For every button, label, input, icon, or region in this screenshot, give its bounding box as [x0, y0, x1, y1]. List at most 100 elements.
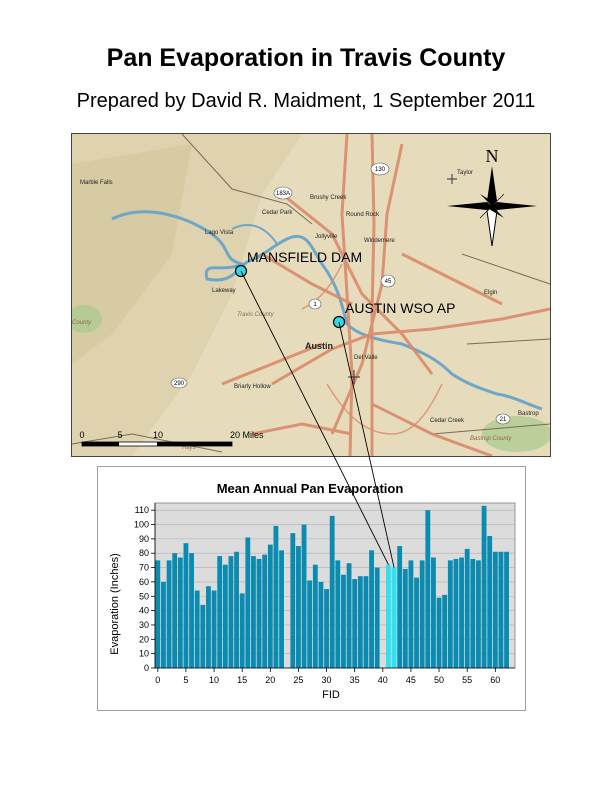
- y-tick-label: 30: [139, 620, 149, 630]
- bar: [172, 553, 178, 668]
- y-tick-label: 40: [139, 606, 149, 616]
- bar: [476, 560, 481, 668]
- y-tick-label: 50: [139, 591, 149, 601]
- place-label: Bastrop County: [470, 436, 512, 442]
- y-tick-label: 90: [139, 534, 149, 544]
- bar: [273, 525, 279, 668]
- x-tick-label: 5: [183, 675, 188, 685]
- bar: [239, 593, 245, 668]
- place-label: Bastrop: [518, 411, 539, 417]
- scale-label: 0: [79, 430, 84, 440]
- y-tick-label: 80: [139, 548, 149, 558]
- place-label: Elgin: [484, 290, 497, 296]
- page-subtitle: Prepared by David R. Maidment, 1 Septemb…: [76, 90, 536, 112]
- bar: [369, 550, 374, 668]
- bar: [183, 543, 189, 668]
- place-label: Round Rock: [346, 212, 380, 218]
- place-label: Taylor: [457, 170, 473, 176]
- chart-canvas: Mean Annual Pan Evaporation Evaporation …: [109, 481, 516, 701]
- scale-label: 5: [117, 430, 122, 440]
- place-label: Windemere: [364, 238, 395, 244]
- x-tick-label: 50: [434, 675, 444, 685]
- highway-shield-183a: 183A: [276, 191, 290, 197]
- bar: [391, 567, 397, 668]
- bar: [487, 536, 493, 668]
- map-canvas: 130 183A 45 1 290 21 Marble Falls Lago V…: [72, 134, 550, 456]
- bar: [481, 505, 487, 668]
- bar: [335, 560, 341, 668]
- place-label: Brushy Creek: [310, 195, 347, 201]
- x-tick-label: 35: [350, 675, 360, 685]
- bar: [363, 576, 369, 668]
- bar: [436, 597, 442, 668]
- bar: [374, 567, 380, 668]
- bar: [408, 560, 414, 668]
- bar: [397, 546, 403, 668]
- evaporation-chart: Mean Annual Pan Evaporation Evaporation …: [97, 466, 526, 711]
- place-label: Cedar Park: [262, 210, 293, 216]
- y-tick-label: 0: [144, 663, 149, 673]
- bar: [262, 554, 268, 668]
- y-tick-label: 20: [139, 634, 149, 644]
- y-tick-label: 110: [135, 505, 149, 515]
- x-tick-label: 40: [378, 675, 388, 685]
- x-tick-label: 20: [265, 675, 275, 685]
- chart-title: Mean Annual Pan Evaporation: [217, 481, 404, 496]
- x-tick-label: 10: [209, 675, 219, 685]
- bar: [329, 515, 335, 668]
- bar: [301, 524, 307, 668]
- highway-shield-290: 290: [174, 381, 185, 387]
- bar: [245, 537, 251, 668]
- place-label: Lago Vista: [205, 230, 234, 236]
- bar: [447, 560, 453, 668]
- bar: [346, 563, 352, 668]
- bar: [498, 551, 504, 668]
- bar: [425, 510, 431, 668]
- place-label: Cedar Creek: [430, 418, 465, 424]
- bar: [318, 581, 324, 668]
- bar: [504, 551, 509, 668]
- y-axis-label: Evaporation (Inches): [109, 553, 121, 655]
- place-label: Jollyville: [315, 234, 338, 240]
- place-label: Hays: [182, 445, 196, 451]
- bar: [324, 589, 329, 668]
- bar: [234, 551, 239, 668]
- bar: [166, 560, 172, 668]
- highway-shield-45: 45: [385, 279, 392, 285]
- y-tick-label: 60: [139, 577, 149, 587]
- bar: [464, 548, 470, 668]
- bar: [419, 560, 425, 668]
- place-label: Marble Falls: [80, 180, 113, 186]
- bar: [222, 564, 228, 668]
- x-tick-label: 60: [490, 675, 500, 685]
- x-tick-label: 15: [237, 675, 247, 685]
- y-tick-label: 10: [139, 649, 149, 659]
- page-title: Pan Evaporation in Travis County: [106, 44, 506, 72]
- bar: [200, 604, 206, 668]
- x-tick-label: 25: [293, 675, 303, 685]
- bar: [312, 564, 318, 668]
- bar: [470, 558, 476, 668]
- bar: [414, 577, 419, 668]
- bar: [251, 556, 256, 668]
- north-label: N: [486, 146, 499, 166]
- bar: [431, 557, 436, 668]
- bar: [341, 574, 346, 668]
- bar: [386, 564, 391, 668]
- bar: [459, 557, 464, 668]
- bar: [228, 556, 234, 668]
- bar: [453, 558, 459, 668]
- bar: [161, 581, 166, 668]
- travis-county-map: 130 183A 45 1 290 21 Marble Falls Lago V…: [71, 133, 551, 457]
- bar: [189, 553, 194, 668]
- x-axis-label: FID: [322, 689, 340, 701]
- bar: [194, 590, 200, 668]
- y-tick-label: 100: [134, 520, 149, 530]
- bar: [155, 560, 161, 668]
- bar: [217, 556, 223, 668]
- bar: [307, 580, 313, 668]
- x-tick-label: 30: [322, 675, 332, 685]
- bar: [267, 544, 273, 668]
- north-arrow-icon: N: [447, 146, 537, 247]
- x-tick-label: 45: [406, 675, 416, 685]
